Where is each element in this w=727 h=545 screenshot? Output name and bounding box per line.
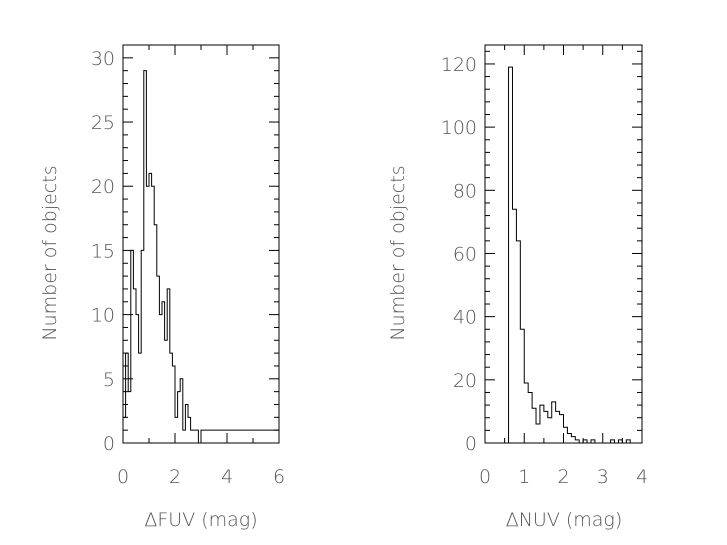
fuv-ylabel: Number of objects [39, 165, 61, 340]
nuv-ytick-label: 100 [441, 117, 477, 139]
fuv-ytick-label: 30 [91, 48, 115, 70]
fuv-xlabel: ΔFUV (mag) [144, 509, 257, 531]
nuv-ytick-label: 120 [441, 54, 477, 76]
nuv-ytick-label: 40 [453, 307, 477, 329]
nuv-ytick-label: 0 [465, 433, 477, 455]
nuv-ytick-label: 20 [453, 370, 477, 392]
fuv-xtick-label: 2 [169, 466, 181, 488]
fuv-xtick-label: 6 [273, 466, 285, 488]
fuv-xtick-label: 0 [117, 466, 129, 488]
fuv-ytick-label: 10 [91, 305, 115, 327]
fuv-ytick-label: 25 [91, 112, 115, 134]
fuv-histogram-line [122, 70, 280, 444]
nuv-ylabel: Number of objects [387, 165, 409, 340]
nuv-ytick-label: 60 [453, 243, 477, 265]
fuv-plot-area: 0 2 4 6 0 5 10 15 20 25 30 [91, 44, 285, 488]
nuv-xtick-label: 3 [597, 466, 609, 488]
nuv-xtick-label: 4 [636, 466, 648, 488]
fuv-ytick-label: 5 [103, 369, 115, 391]
nuv-ytick-label: 80 [453, 180, 477, 202]
fuv-ytick-label: 0 [103, 433, 115, 455]
fuv-ytick-label: 15 [91, 240, 115, 262]
nuv-xtick-label: 2 [557, 466, 569, 488]
nuv-histogram-line [508, 66, 635, 444]
nuv-xlabel: ΔNUV (mag) [506, 509, 623, 531]
nuv-xtick-label: 0 [479, 466, 491, 488]
fuv-xtick-label: 4 [221, 466, 233, 488]
nuv-xtick-label: 1 [518, 466, 530, 488]
panel-fuv: 0 2 4 6 0 5 10 15 20 25 30 ΔFUV (mag) Number of ob… [39, 44, 285, 531]
fuv-ytick-label: 20 [91, 176, 115, 198]
